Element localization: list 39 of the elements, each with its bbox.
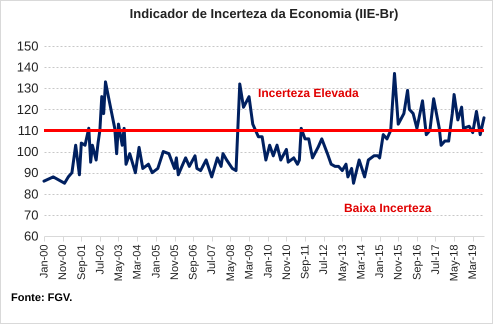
x-tick-label: May-13 bbox=[336, 244, 349, 282]
source-note: Fonte: FGV. bbox=[11, 292, 72, 304]
x-tick-label: Jul-12 bbox=[318, 244, 330, 274]
x-tick-label: Nov-15 bbox=[392, 244, 405, 280]
x-tick-label: Jan-00 bbox=[38, 244, 50, 278]
x-tick-label: May-03 bbox=[112, 244, 125, 282]
y-tick-label: 60 bbox=[24, 228, 38, 244]
x-tick-label: Jul-02 bbox=[94, 244, 106, 274]
line-series bbox=[42, 72, 486, 185]
x-tick-label: Sep-06 bbox=[188, 244, 200, 280]
x-tick-label: Sep-01 bbox=[76, 244, 88, 280]
x-tick-label: Nov-05 bbox=[169, 244, 182, 280]
y-tick-label: 90 bbox=[24, 165, 38, 180]
x-tick-label: Jul-07 bbox=[206, 244, 218, 274]
annotation: Baixa Incerteza bbox=[344, 201, 432, 215]
y-tick-label: 70 bbox=[24, 207, 38, 222]
x-tick-label: Sep-11 bbox=[300, 244, 312, 280]
y-tick-label: 80 bbox=[24, 186, 38, 202]
x-tick-label: Mar-19 bbox=[467, 244, 480, 280]
y-tick-label: 150 bbox=[16, 38, 38, 54]
x-tick-label: Nov-10 bbox=[280, 244, 293, 280]
x-tick-label: Jan-10 bbox=[262, 244, 274, 278]
y-tick-label: 110 bbox=[18, 122, 38, 138]
x-tick-label: May-08 bbox=[224, 244, 237, 282]
annotation: Incerteza Elevada bbox=[258, 86, 360, 100]
y-tick-label: 100 bbox=[16, 144, 38, 160]
x-tick-label: Nov-00 bbox=[57, 244, 70, 280]
y-tick-label: 120 bbox=[16, 102, 38, 117]
x-tick-label: Sep-16 bbox=[411, 244, 424, 280]
x-tick-label: Mar-09 bbox=[244, 244, 256, 280]
x-tick-label: May-18 bbox=[448, 244, 461, 282]
y-tick-label: 130 bbox=[16, 80, 38, 96]
y-tick-label: 140 bbox=[16, 60, 38, 75]
x-tick-label: Jan-15 bbox=[374, 244, 386, 278]
x-tick-label: Mar-04 bbox=[132, 244, 144, 280]
x-tick-label: Jul-17 bbox=[430, 244, 442, 274]
x-tick-label: Jan-05 bbox=[150, 244, 162, 278]
chart-title: Indicador de Incerteza da Economia (IIE-Br) bbox=[130, 6, 398, 21]
x-tick-label: Mar-14 bbox=[355, 244, 368, 280]
